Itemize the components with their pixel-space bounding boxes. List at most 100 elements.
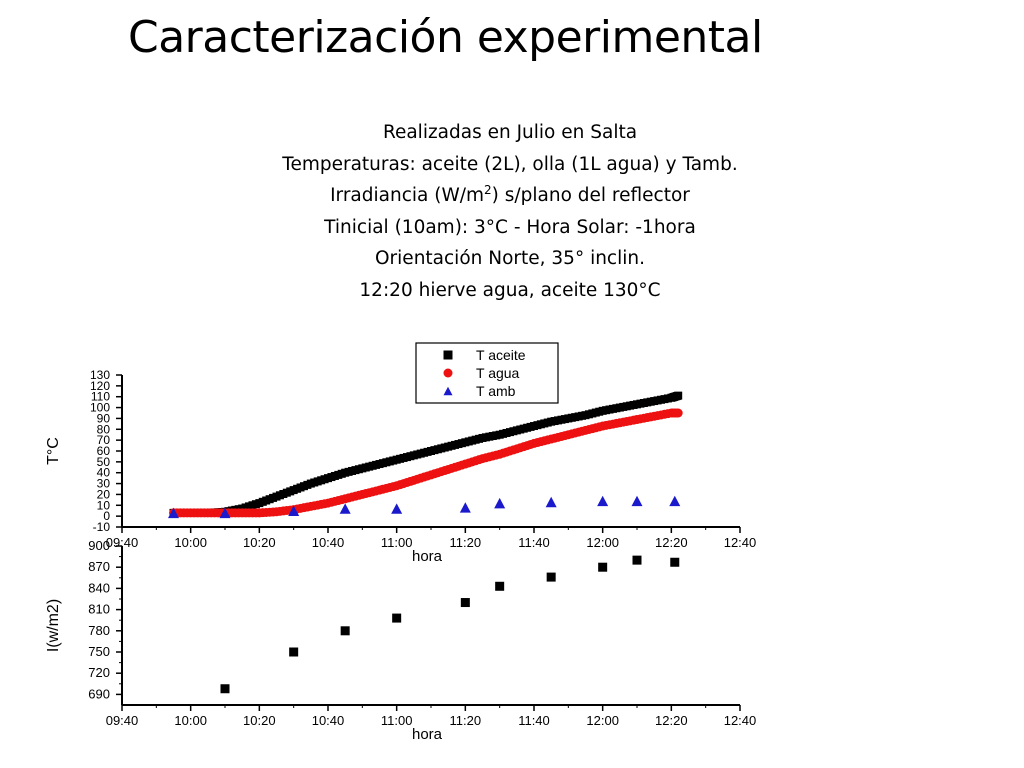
- data-point-trace: [508, 445, 518, 455]
- data-point: [669, 495, 681, 507]
- data-point-trace: [337, 495, 347, 505]
- y-tick-label: 10: [97, 498, 111, 512]
- x-tick-label: 12:40: [724, 713, 757, 728]
- note-superscript: 2: [484, 182, 492, 197]
- slide-title: Caracterización experimental: [128, 12, 763, 63]
- x-tick-label: 12:40: [724, 535, 757, 550]
- data-point-trace: [629, 415, 639, 425]
- data-point-trace: [320, 499, 330, 509]
- data-point-trace: [474, 455, 484, 465]
- y-tick-label: 110: [91, 390, 110, 404]
- data-point-trace: [268, 507, 278, 517]
- data-point: [459, 502, 471, 513]
- data-point-trace: [543, 435, 553, 445]
- y-tick-label: 900: [88, 538, 110, 553]
- data-point-trace: [199, 508, 209, 518]
- series-irradiance: [220, 555, 680, 694]
- x-tick-label: 10:00: [174, 535, 207, 550]
- y-tick-label: 60: [97, 444, 111, 458]
- legend-label: T agua: [476, 365, 520, 381]
- note-line: Orientación Norte, 35° inclin.: [375, 248, 645, 269]
- data-point-trace: [543, 418, 552, 427]
- legend-box: [415, 342, 559, 404]
- y-tick-label: 20: [97, 487, 111, 501]
- data-point-trace: [594, 422, 604, 432]
- legend-marker: [443, 386, 453, 396]
- temperature-chart: 09:40 10:00 10:20 10:40 11:00 11:20 11:40 12:00…: [45, 342, 757, 565]
- data-point-trace: [269, 493, 278, 502]
- data-point-trace: [672, 408, 682, 418]
- data-point: [460, 598, 470, 608]
- data-point-trace: [337, 469, 346, 478]
- data-point: [219, 507, 231, 519]
- x-tick-label: 12:00: [586, 535, 619, 550]
- data-point: [546, 572, 556, 582]
- data-point-trace: [389, 456, 398, 465]
- data-point-trace: [577, 426, 587, 436]
- data-point-trace: [234, 508, 244, 518]
- x-tick-label: 10:40: [312, 713, 345, 728]
- data-point-trace: [526, 422, 535, 431]
- x-tick-label: 12:20: [655, 713, 688, 728]
- data-point-trace: [492, 431, 501, 440]
- x-tick-label: 11:40: [518, 713, 550, 728]
- data-point-trace: [457, 439, 466, 448]
- y-axis-title: T°C: [45, 437, 62, 465]
- note-text: Irradiancia (W/m: [330, 185, 485, 206]
- data-point-trace: [560, 431, 570, 441]
- data-point-trace: [251, 508, 261, 518]
- data-point-trace: [182, 508, 192, 518]
- y-tick-label: 0: [103, 509, 110, 523]
- data-point-trace: [405, 476, 415, 486]
- x-tick-label: 11:40: [518, 535, 550, 550]
- data-point-trace: [286, 487, 295, 496]
- x-tick-label: 10:40: [312, 535, 345, 550]
- data-point: [340, 626, 350, 636]
- data-point-trace: [475, 434, 484, 443]
- data-point-trace: [526, 439, 536, 449]
- note-line: Realizadas en Julio en Salta: [382, 122, 638, 143]
- legend-marker: [443, 368, 453, 378]
- data-point-trace: [354, 490, 364, 500]
- y-tick-label: 130: [90, 368, 110, 382]
- x-tick-label: 10:20: [243, 535, 276, 550]
- x-tick-label: 10:00: [174, 713, 207, 728]
- series-t-amb: [168, 495, 681, 519]
- irradiance-chart: 09:40 10:00 10:20 10:40 11:00 11:20 11:40 12:00…: [45, 538, 756, 743]
- y-tick-label: 840: [88, 580, 110, 595]
- y-tick-label: 810: [88, 602, 110, 617]
- note-line: Temperaturas: aceite (2L), olla (1L agua…: [282, 153, 738, 175]
- x-tick-label: 11:20: [450, 713, 482, 728]
- note-line: Tinicial (10am): 3°C - Hora Solar: -1hor…: [324, 216, 696, 238]
- data-point: [598, 562, 608, 572]
- data-point-trace: [303, 480, 312, 489]
- x-tick-label: 11:20: [450, 535, 482, 550]
- data-point: [670, 557, 680, 567]
- y-tick-label: 120: [90, 379, 110, 393]
- y-tick-label: 80: [97, 422, 111, 436]
- data-point-trace: [672, 392, 681, 401]
- data-point-trace: [406, 452, 415, 461]
- data-point-trace: [372, 460, 381, 469]
- y-tick-label: 40: [97, 466, 111, 480]
- x-tick-label: 11:00: [381, 535, 413, 550]
- data-point-trace: [646, 412, 656, 422]
- x-tick-label: 12:00: [586, 713, 619, 728]
- x-axis-title: hora: [412, 726, 443, 743]
- y-tick-label: 870: [88, 559, 110, 574]
- x-tick-label: 09:40: [106, 535, 139, 550]
- data-point-trace: [388, 482, 398, 492]
- data-point: [288, 505, 300, 516]
- data-point: [220, 684, 230, 694]
- series-t-aceite: [169, 391, 683, 517]
- data-point-trace: [302, 502, 312, 512]
- data-point-trace: [646, 397, 655, 406]
- data-point-trace: [440, 443, 449, 452]
- y-tick-label: 720: [88, 665, 110, 680]
- data-point-trace: [371, 486, 381, 496]
- note-line: 12:20 hierve agua, aceite 130°C: [359, 279, 661, 301]
- data-point: [545, 496, 557, 508]
- y-tick-label: 50: [97, 455, 111, 469]
- y-tick-label: 690: [88, 686, 110, 701]
- data-point: [632, 555, 642, 565]
